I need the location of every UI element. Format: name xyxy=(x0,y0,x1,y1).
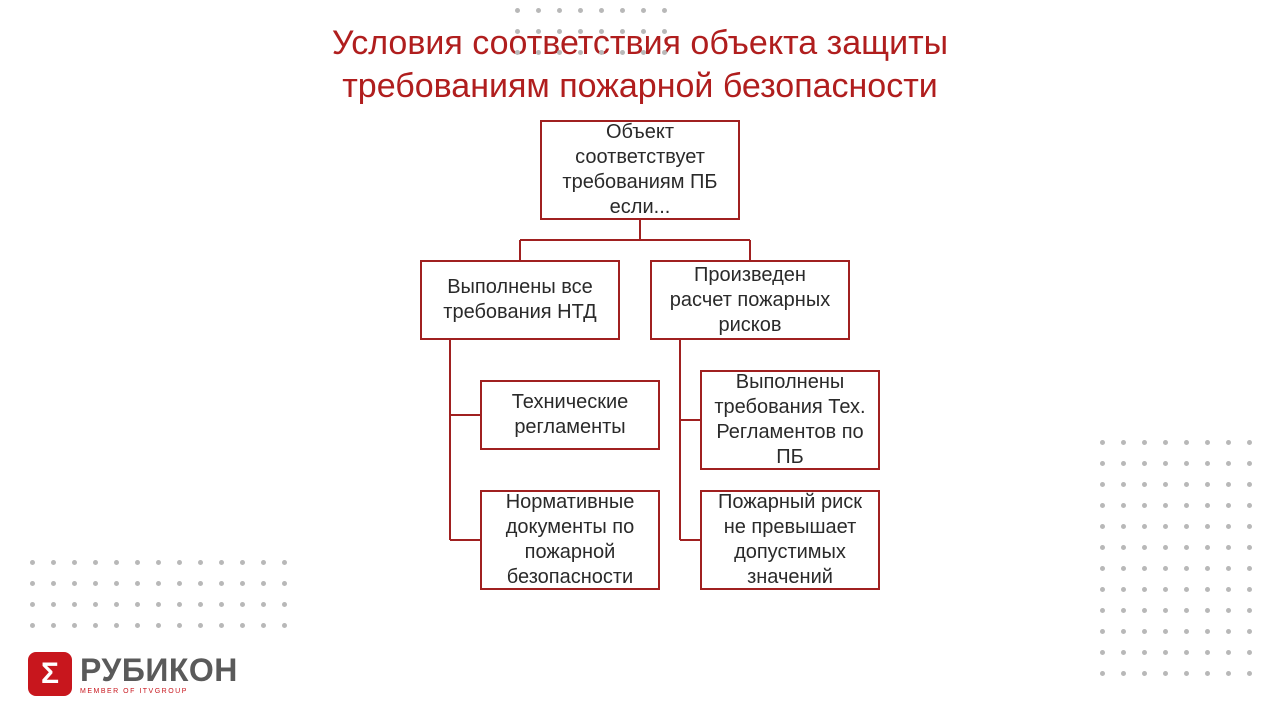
org-tree-diagram: Объект соответствует требованиям ПБ если… xyxy=(0,0,1280,720)
brand-logo: Σ РУБИКОН MEMBER OF ITVGROUP xyxy=(28,652,238,696)
sigma-icon: Σ xyxy=(41,659,59,689)
logo-mark: Σ xyxy=(28,652,72,696)
logo-subtext: MEMBER OF ITVGROUP xyxy=(80,688,238,695)
tree-node-l1: Технические регламенты xyxy=(480,380,660,450)
connectors-svg xyxy=(0,0,1280,720)
tree-node-left: Выполнены все требования НТД xyxy=(420,260,620,340)
tree-node-right: Произведен расчет пожарных рисков xyxy=(650,260,850,340)
logo-text-wrap: РУБИКОН MEMBER OF ITVGROUP xyxy=(80,654,238,695)
tree-node-r1: Выполнены требования Тех. Регламентов по… xyxy=(700,370,880,470)
logo-text: РУБИКОН xyxy=(80,654,238,686)
tree-node-r2: Пожарный риск не превышает допустимых зн… xyxy=(700,490,880,590)
tree-node-l2: Нормативные документы по пожарной безопа… xyxy=(480,490,660,590)
tree-node-root: Объект соответствует требованиям ПБ если… xyxy=(540,120,740,220)
